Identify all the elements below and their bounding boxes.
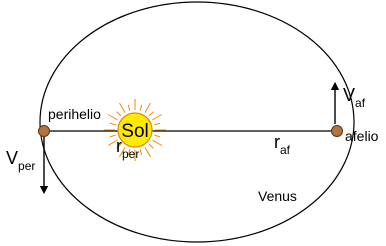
planet-label: Venus	[258, 188, 297, 204]
sun-ray	[140, 149, 142, 155]
sun-ray	[154, 135, 160, 137]
sun-ray	[120, 103, 126, 113]
symbol: V	[6, 148, 18, 168]
sun-ray	[128, 105, 130, 111]
sun-ray	[149, 144, 153, 148]
subscript: af	[280, 143, 291, 157]
sun-ray	[110, 135, 116, 137]
sun-ray	[149, 112, 153, 116]
v-per-label: Vper	[6, 148, 35, 173]
sun-ray	[145, 147, 151, 157]
sun-ray	[152, 115, 162, 121]
planet-aphelion	[332, 126, 343, 137]
sun-ray	[108, 115, 118, 121]
planet-perihelion	[39, 126, 50, 137]
sun-ray	[152, 140, 162, 146]
page: {"labels": {"sun": "Sol", "perihelion": …	[0, 0, 386, 246]
subscript: af	[355, 96, 366, 110]
sun-label: Sol	[121, 121, 148, 142]
sun-ray	[110, 123, 116, 125]
subscript: per	[122, 147, 139, 161]
sun-ray	[117, 112, 121, 116]
r-af-label: raf	[274, 132, 291, 157]
symbol: V	[343, 85, 355, 105]
sun-ray	[140, 105, 142, 111]
sun-ray	[154, 123, 160, 125]
aphelion-label: afelio	[345, 128, 379, 144]
orbit-diagram: Sol perihelio afelio Venus rper raf Vper…	[0, 0, 386, 246]
sun-ray	[145, 103, 151, 113]
orbit	[40, 2, 354, 242]
v-af-label: Vaf	[343, 85, 366, 110]
subscript: per	[18, 159, 35, 173]
perihelion-label: perihelio	[48, 106, 101, 122]
